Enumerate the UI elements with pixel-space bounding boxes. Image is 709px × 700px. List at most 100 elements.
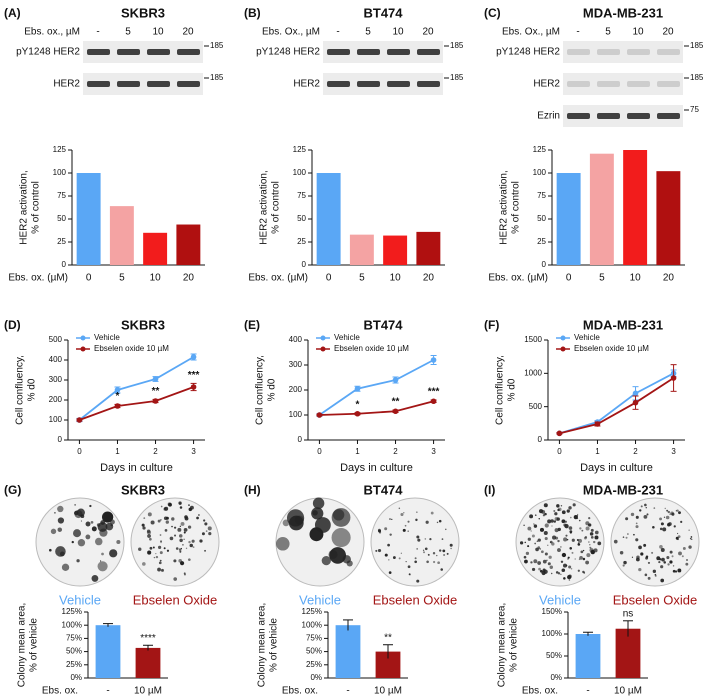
x-axis-label: Ebs. ox. (µM) (8, 273, 68, 284)
blot-band (117, 49, 140, 55)
y-tick-label: 25 (537, 237, 546, 246)
colony (661, 557, 665, 562)
colony (675, 510, 678, 512)
colony (160, 519, 162, 521)
colony (555, 536, 559, 540)
colony (662, 527, 667, 532)
x-tick-label: 0 (326, 273, 332, 284)
colony (568, 506, 572, 510)
y-tick-label: 50% (546, 651, 562, 660)
y-tick-label: 125 (53, 145, 67, 154)
colony (183, 527, 188, 532)
colony (192, 546, 195, 548)
blot-image (563, 105, 683, 127)
point (430, 357, 437, 363)
y-axis-label: % of control (511, 181, 522, 234)
lane-label: 20 (662, 27, 674, 38)
colony (589, 544, 591, 546)
colony (531, 567, 536, 572)
colony (623, 560, 627, 565)
colony (155, 553, 157, 555)
colony (622, 564, 625, 567)
panel-title: SKBR3 (121, 5, 165, 20)
colony (424, 538, 427, 540)
x-tick-label: 3 (191, 447, 196, 456)
y-axis-label: HER2 activation, (19, 170, 30, 244)
x-tick-label: 3 (671, 447, 676, 456)
point (392, 408, 399, 415)
colony (157, 519, 161, 523)
colony (675, 536, 679, 540)
blot-image (323, 73, 443, 95)
significance: * (356, 399, 360, 410)
y-axis-label: Colony mean area, (17, 603, 28, 688)
y-tick-label: 125 (293, 145, 307, 154)
colony (639, 509, 642, 512)
y-tick-label: 400 (49, 355, 63, 364)
bar (176, 224, 201, 265)
colony (677, 568, 682, 573)
colony (578, 558, 581, 561)
colony (178, 548, 182, 551)
colony (198, 514, 200, 516)
colony (171, 525, 173, 528)
blot-image (563, 41, 683, 63)
colony (422, 549, 425, 551)
colony (207, 526, 212, 531)
panel-title: BT474 (363, 317, 403, 332)
colony (671, 555, 674, 558)
blot-band (597, 81, 620, 87)
colony (583, 572, 586, 574)
legend-marker (560, 346, 566, 352)
lane-label: - (96, 27, 99, 38)
colony (537, 546, 541, 549)
colony (558, 507, 562, 512)
lane-label: - (336, 27, 339, 38)
colony (560, 546, 562, 548)
colony (429, 538, 432, 541)
colony (402, 528, 406, 532)
y-tick-label: 300 (49, 375, 63, 384)
image-caption: Vehicle (299, 592, 341, 607)
colony (196, 516, 199, 520)
y-tick-label: 100 (289, 410, 303, 419)
size-marker: 185 (690, 73, 704, 82)
y-tick-label: 0 (302, 260, 307, 269)
colony (159, 551, 163, 555)
point (632, 399, 639, 406)
colony (594, 530, 599, 535)
y-tick-label: 0 (62, 260, 67, 269)
colony (551, 525, 553, 527)
colony (579, 556, 583, 560)
blot-band (177, 49, 200, 55)
colony (423, 551, 426, 554)
colony (77, 539, 86, 547)
y-tick-label: 0% (70, 673, 82, 682)
colony (427, 553, 430, 556)
colony (592, 540, 596, 544)
blot-band (327, 81, 350, 87)
colony (96, 523, 101, 527)
colony (635, 538, 639, 542)
colony (91, 526, 97, 532)
y-tick-label: 75% (306, 634, 322, 643)
colony (577, 569, 580, 572)
blot-band (87, 81, 110, 87)
legend-label: Ebselen oxide 10 µM (334, 344, 409, 353)
colony (143, 517, 146, 520)
colony (450, 547, 452, 550)
y-tick-label: 0 (298, 435, 303, 444)
colony (563, 577, 566, 580)
colony (436, 554, 438, 557)
y-axis-label: Colony mean area, (497, 603, 508, 688)
colony (660, 578, 665, 583)
x-tick-label: 10 (630, 273, 642, 284)
colony (183, 538, 185, 541)
colony (141, 523, 145, 527)
colony (594, 535, 599, 540)
y-axis-label: % d0 (507, 378, 518, 401)
colony (524, 559, 528, 564)
legend-label: Ebselen oxide 10 µM (574, 344, 649, 353)
y-tick-label: 50% (66, 647, 82, 656)
colony (182, 544, 184, 546)
